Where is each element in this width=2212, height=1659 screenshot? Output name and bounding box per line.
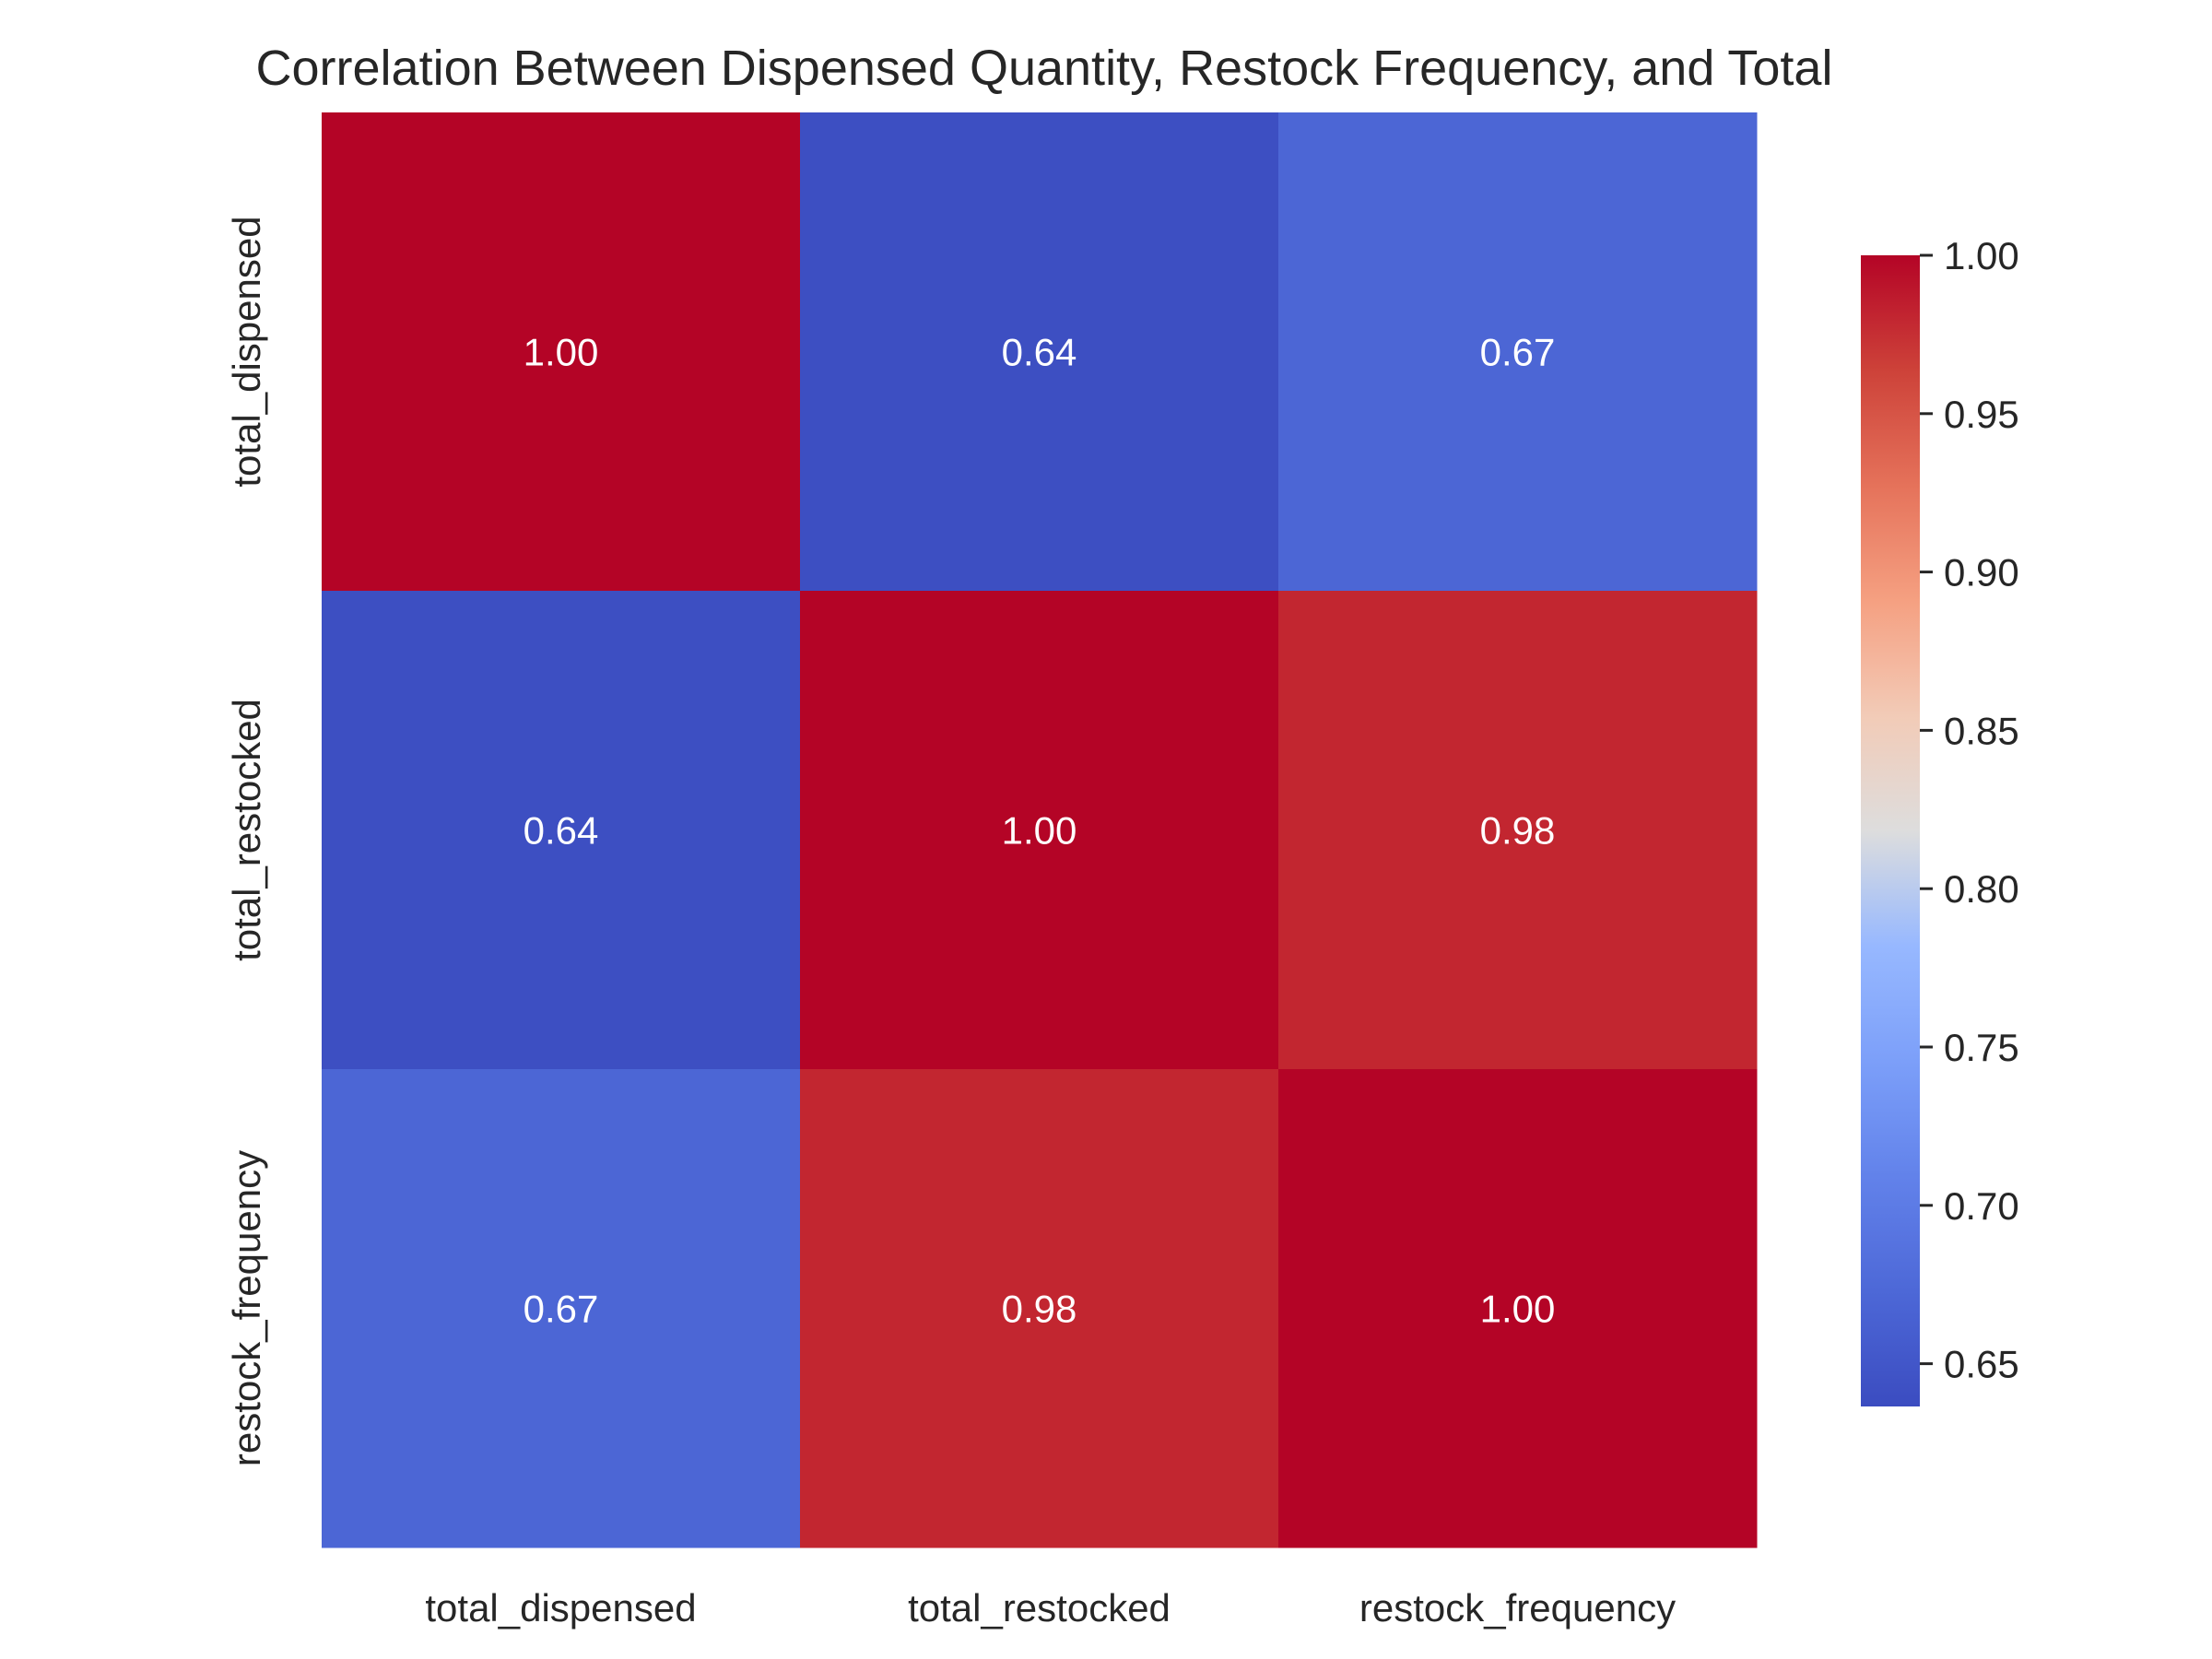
colorbar-tick-label: 0.85 — [1944, 709, 2019, 752]
x-tick-label-total-dispensed: total_dispensed — [425, 1586, 696, 1630]
cell-total-dispensed-total-dispensed — [322, 112, 801, 592]
cell-restock-frequency-total-dispensed — [322, 1069, 801, 1548]
cell-restock-frequency-total-dispensed-label: 0.67 — [524, 1288, 599, 1331]
colorbar-tick-label: 0.75 — [1944, 1026, 2019, 1069]
cell-total-restocked-total-dispensed — [322, 591, 801, 1070]
cell-total-restocked-total-restocked-label: 1.00 — [1002, 809, 1077, 853]
colorbar: 0.65 0.70 0.75 0.80 0.85 0.90 0.95 1.00 — [1861, 234, 2019, 1406]
x-tick-label-restock-frequency: restock_frequency — [1359, 1586, 1676, 1630]
cell-total-dispensed-restock-frequency-label: 0.67 — [1480, 331, 1556, 374]
colorbar-tick-label: 0.80 — [1944, 867, 2019, 911]
colorbar-tick-label: 0.90 — [1944, 551, 2019, 594]
x-tick-label-total-restocked: total_restocked — [908, 1586, 1171, 1630]
chart-title: Correlation Between Dispensed Quantity, … — [256, 41, 1833, 96]
heatmap-cells: 1.00 0.64 0.67 0.64 1.00 0.98 0.67 0.98 1.00 — [322, 112, 1758, 1548]
cell-total-restocked-total-restocked — [800, 591, 1279, 1070]
y-tick-label-total-dispensed: total_dispensed — [225, 216, 268, 487]
cell-total-dispensed-restock-frequency — [1278, 112, 1758, 592]
cell-total-restocked-restock-frequency — [1278, 591, 1758, 1070]
cell-restock-frequency-restock-frequency-label: 1.00 — [1480, 1288, 1556, 1331]
colorbar-tick-label: 0.65 — [1944, 1343, 2019, 1386]
cell-restock-frequency-total-restocked-label: 0.98 — [1002, 1288, 1077, 1331]
cell-total-dispensed-total-restocked-label: 0.64 — [1002, 331, 1077, 374]
y-tick-label-total-restocked: total_restocked — [225, 699, 268, 961]
cell-total-dispensed-total-restocked — [800, 112, 1279, 592]
cell-total-restocked-total-dispensed-label: 0.64 — [524, 809, 599, 853]
y-tick-label-restock-frequency: restock_frequency — [225, 1150, 268, 1466]
cell-restock-frequency-total-restocked — [800, 1069, 1279, 1548]
x-tick-labels: total_dispensed total_restocked restock_fr… — [425, 1586, 1676, 1630]
cell-restock-frequency-restock-frequency — [1278, 1069, 1758, 1548]
colorbar-tick-label: 0.95 — [1944, 393, 2019, 436]
colorbar-gradient — [1861, 255, 1920, 1406]
cell-total-restocked-restock-frequency-label: 0.98 — [1480, 809, 1556, 853]
cell-total-dispensed-total-dispensed-label: 1.00 — [524, 331, 599, 374]
colorbar-tick-label: 1.00 — [1944, 234, 2019, 277]
colorbar-tick-label: 0.70 — [1944, 1184, 2019, 1228]
y-tick-labels: total_dispensed total_restocked restock_fr… — [225, 216, 268, 1466]
